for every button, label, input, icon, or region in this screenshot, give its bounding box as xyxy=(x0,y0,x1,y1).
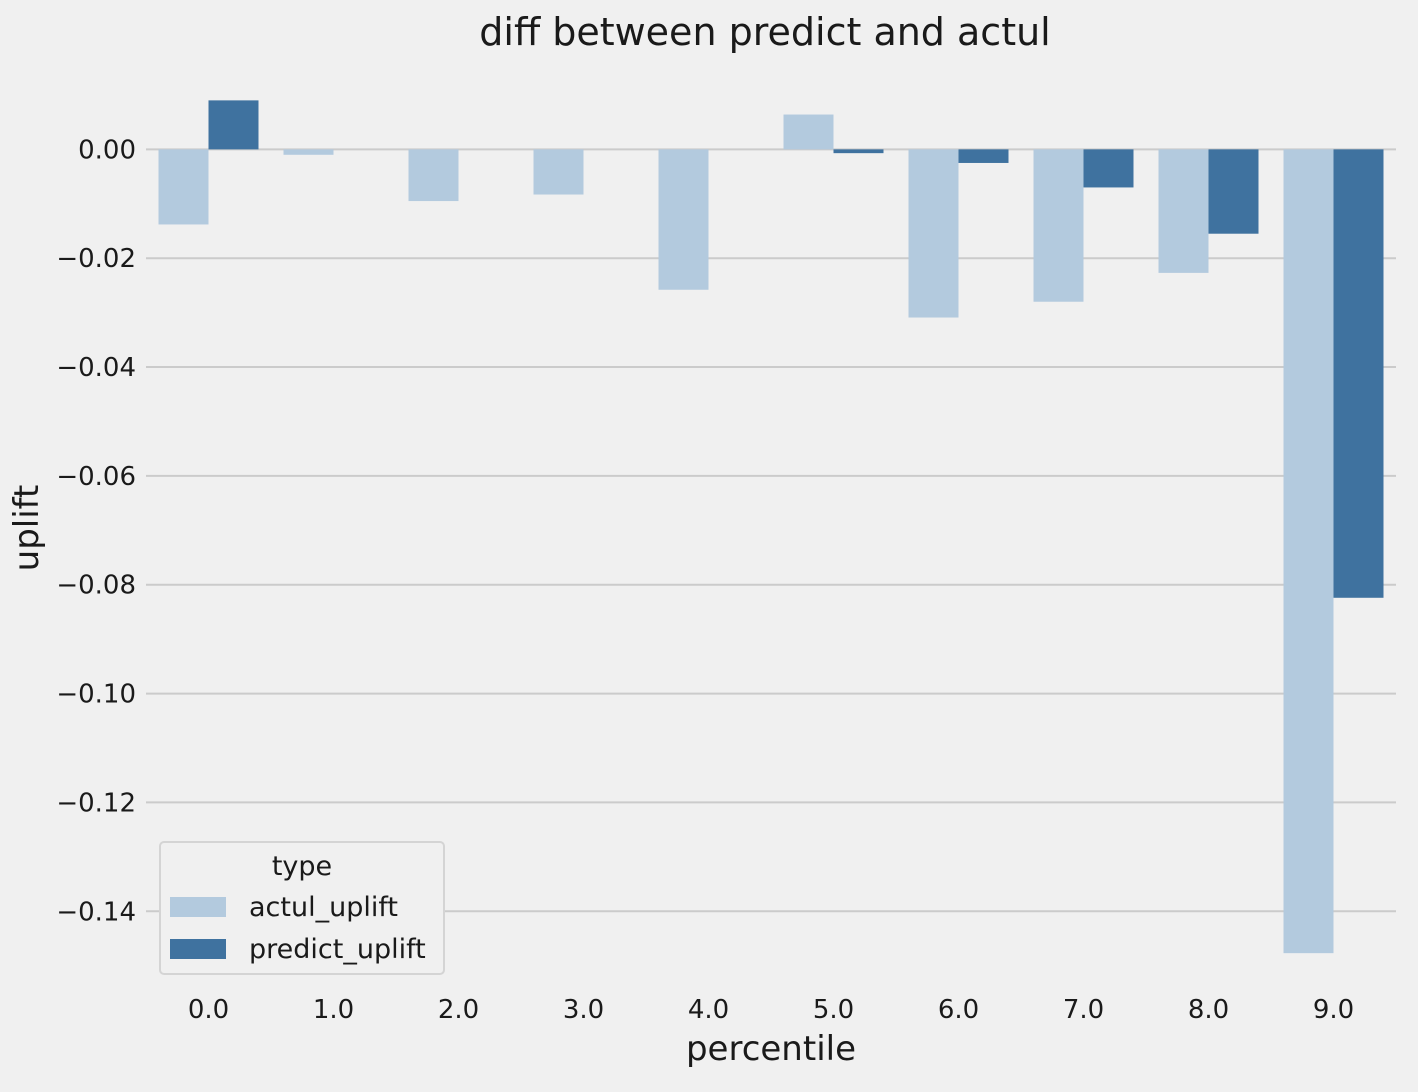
y-tick-label: −0.04 xyxy=(56,353,136,383)
x-tick-label: 9.0 xyxy=(1313,995,1354,1025)
bar-actul-uplift-9 xyxy=(1283,149,1334,954)
x-tick-label: 5.0 xyxy=(813,995,854,1025)
x-tick-label: 1.0 xyxy=(313,995,354,1025)
y-tick-labels: 0.00 −0.02 −0.04 −0.06 −0.08 −0.10 −0.12 −0.14 xyxy=(56,135,136,927)
x-tick-label: 2.0 xyxy=(438,995,479,1025)
bar-actul-uplift-2 xyxy=(408,149,459,202)
y-tick-label: −0.14 xyxy=(56,897,136,927)
y-tick-label: −0.02 xyxy=(56,244,136,274)
y-axis-label: uplift xyxy=(7,485,47,572)
bar-actul-uplift-1 xyxy=(283,149,334,155)
bar-actul-uplift-5 xyxy=(783,114,834,150)
legend: type actul_uplift predict_uplift xyxy=(159,841,445,975)
x-tick-labels: 0.0 1.0 2.0 3.0 4.0 5.0 6.0 7.0 8.0 9.0 xyxy=(188,995,1354,1025)
legend-frame xyxy=(159,841,445,975)
x-tick-label: 7.0 xyxy=(1063,995,1104,1025)
legend-title: type xyxy=(272,851,332,882)
y-tick-label: −0.06 xyxy=(56,462,136,492)
y-tick-label: −0.12 xyxy=(56,788,136,818)
bar-predict-uplift-5 xyxy=(833,149,884,154)
bar-actul-uplift-6 xyxy=(908,149,959,318)
bar-actul-uplift-8 xyxy=(1158,149,1209,273)
y-tick-label: 0.00 xyxy=(78,135,136,165)
y-tick-label: −0.10 xyxy=(56,680,136,710)
legend-label-predict-uplift: predict_uplift xyxy=(249,934,426,965)
bar-predict-uplift-6 xyxy=(958,149,1009,163)
bars xyxy=(158,100,1384,954)
x-tick-label: 0.0 xyxy=(188,995,229,1025)
legend-swatch-predict-uplift xyxy=(170,939,226,959)
bar-predict-uplift-8 xyxy=(1208,149,1259,234)
bar-actul-uplift-4 xyxy=(658,149,709,290)
legend-label-actul-uplift: actul_uplift xyxy=(249,892,398,923)
y-tick-label: −0.08 xyxy=(56,571,136,601)
x-tick-label: 4.0 xyxy=(688,995,729,1025)
bar-actul-uplift-7 xyxy=(1033,149,1084,302)
x-axis-label: percentile xyxy=(686,1029,856,1069)
x-tick-label: 3.0 xyxy=(563,995,604,1025)
x-tick-label: 8.0 xyxy=(1188,995,1229,1025)
bar-actul-uplift-3 xyxy=(533,149,584,195)
bar-predict-uplift-7 xyxy=(1083,149,1134,188)
legend-swatch-actul-uplift xyxy=(170,897,226,917)
bar-predict-uplift-9 xyxy=(1333,149,1384,598)
x-tick-label: 6.0 xyxy=(938,995,979,1025)
chart-title: diff between predict and actul xyxy=(479,10,1050,54)
gridlines xyxy=(146,148,1396,913)
bar-actul-uplift-0 xyxy=(158,149,209,225)
bar-predict-uplift-0 xyxy=(208,100,259,150)
